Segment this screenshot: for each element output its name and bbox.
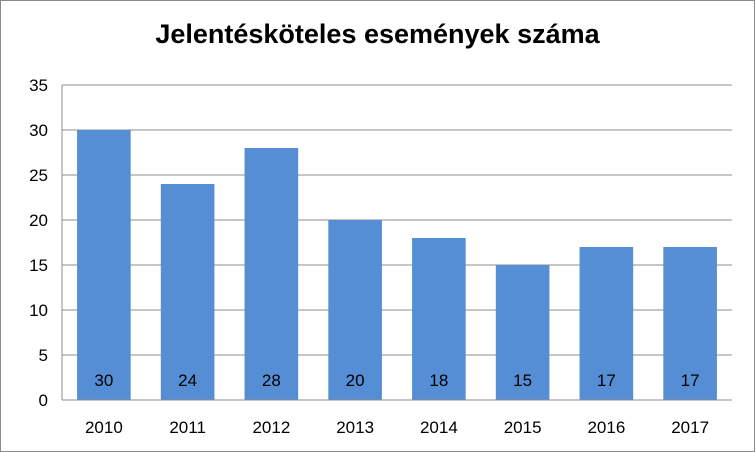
x-tick-label-2012: 2012: [252, 418, 290, 437]
bar-2013: [328, 220, 382, 400]
data-label-2012: 28: [262, 371, 281, 390]
data-label-2013: 20: [346, 371, 365, 390]
bar-2016: [579, 247, 634, 400]
data-label-2017: 17: [681, 371, 700, 390]
bar-2014: [412, 238, 466, 400]
y-tick-label-35: 35: [29, 76, 48, 95]
y-tick-label-10: 10: [29, 301, 48, 320]
bar-2011: [160, 184, 215, 400]
x-tick-label-2013: 2013: [336, 418, 374, 437]
x-tick-label-2014: 2014: [420, 418, 458, 437]
y-tick-label-5: 5: [39, 346, 48, 365]
y-tick-label-15: 15: [29, 256, 48, 275]
x-tick-label-2011: 2011: [169, 418, 206, 437]
bar-2010: [77, 130, 131, 400]
bar-2015: [495, 265, 550, 400]
x-tick-label-2016: 2016: [587, 418, 625, 437]
x-tick-label-2015: 2015: [504, 418, 542, 437]
y-tick-label-25: 25: [29, 166, 48, 185]
y-tick-label-0: 0: [39, 391, 48, 410]
x-tick-label-2010: 2010: [85, 418, 123, 437]
data-label-2011: 24: [178, 371, 197, 390]
bar-2017: [663, 247, 717, 400]
data-label-2015: 15: [513, 371, 532, 390]
y-tick-label-20: 20: [29, 211, 48, 230]
chart-title: Jelentésköteles események száma: [155, 19, 600, 49]
bar-2012: [244, 148, 299, 400]
x-tick-label-2017: 2017: [671, 418, 709, 437]
data-label-2016: 17: [597, 371, 616, 390]
data-label-2014: 18: [429, 371, 448, 390]
data-label-2010: 30: [94, 371, 113, 390]
y-tick-label-30: 30: [29, 121, 48, 140]
